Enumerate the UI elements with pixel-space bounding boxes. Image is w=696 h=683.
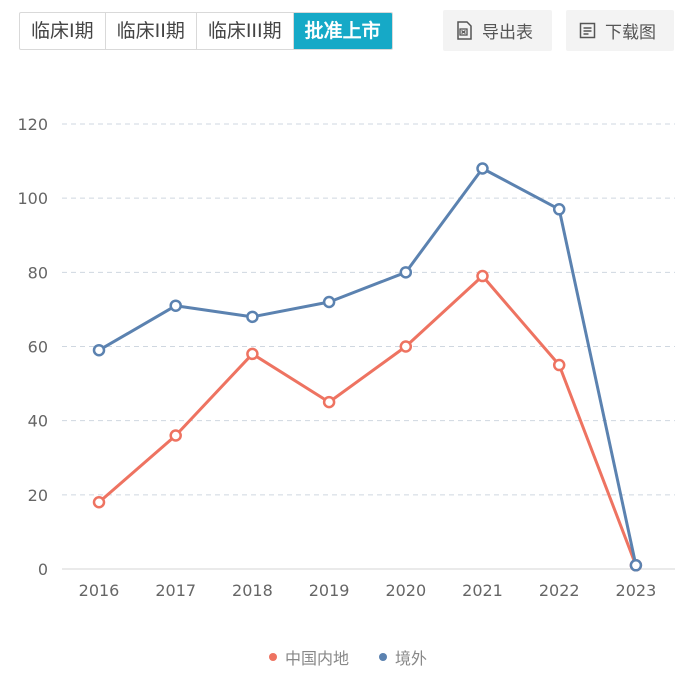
legend-item-overseas[interactable]: 境外 <box>379 645 427 669</box>
data-point-overseas[interactable] <box>92 343 106 357</box>
y-tick-label: 100 <box>17 189 48 208</box>
legend-dot-overseas <box>379 653 387 661</box>
y-tick-label: 20 <box>28 486 48 505</box>
series-lines <box>92 162 643 572</box>
grid-lines <box>62 123 675 496</box>
tab-approved[interactable]: 批准上市 <box>293 13 392 49</box>
data-point-domestic[interactable] <box>552 358 566 372</box>
legend-label-domestic: 中国内地 <box>284 649 349 668</box>
data-point-domestic[interactable] <box>169 429 182 442</box>
series-line-overseas <box>98 167 638 566</box>
data-point-overseas[interactable] <box>629 559 643 572</box>
y-axis: 0 20 40 60 80 100 120 <box>17 115 48 579</box>
legend-item-domestic[interactable]: 中国内地 <box>268 645 349 669</box>
data-point-overseas[interactable] <box>476 162 489 175</box>
phase-tabs: 临床I期 临床II期 临床III期 批准上市 <box>19 12 393 50</box>
download-chart-icon <box>579 22 596 39</box>
line-chart: 0 20 40 60 80 100 120 2016 2017 2018 2019 2020 2021… <box>17 115 675 600</box>
x-tick-label: 2023 <box>616 581 657 600</box>
y-tick-label: 80 <box>28 263 48 282</box>
x-tick-label: 2020 <box>385 581 426 600</box>
x-tick-label: 2017 <box>155 581 196 600</box>
tab-phase-3[interactable]: 临床III期 <box>197 13 294 49</box>
legend-dot-domestic <box>268 653 277 661</box>
x-tick-label: 2016 <box>79 581 120 600</box>
tab-phase-2[interactable]: 临床II期 <box>106 13 197 49</box>
data-point-overseas[interactable] <box>322 295 336 309</box>
data-point-overseas[interactable] <box>552 203 566 216</box>
y-tick-label: 120 <box>17 115 48 134</box>
data-point-domestic[interactable] <box>92 496 106 509</box>
download-chart-button[interactable]: 下载图 <box>566 10 674 51</box>
x-tick-label: 2021 <box>462 581 503 600</box>
export-table-icon <box>456 21 473 40</box>
data-point-domestic[interactable] <box>399 340 413 353</box>
x-tick-label: 2022 <box>539 581 580 600</box>
x-axis: 2016 2017 2018 2019 2020 2021 2022 2023 <box>62 568 675 600</box>
x-tick-label: 2018 <box>232 581 273 600</box>
data-point-domestic[interactable] <box>246 347 259 361</box>
data-point-domestic[interactable] <box>476 269 489 283</box>
x-tick-label: 2019 <box>309 581 350 600</box>
tab-phase-1[interactable]: 临床I期 <box>20 13 106 49</box>
data-point-overseas[interactable] <box>246 310 259 324</box>
data-point-domestic[interactable] <box>322 395 336 409</box>
export-table-button[interactable]: 导出表 <box>443 10 552 51</box>
data-point-overseas[interactable] <box>399 266 413 279</box>
download-chart-label: 下载图 <box>605 23 656 43</box>
y-tick-label: 40 <box>28 412 48 431</box>
legend: 中国内地 境外 <box>0 645 696 669</box>
legend-label-overseas: 境外 <box>395 649 428 668</box>
y-tick-label: 60 <box>28 338 48 357</box>
series-line-domestic <box>98 274 638 566</box>
data-point-overseas[interactable] <box>169 299 182 312</box>
y-tick-label: 0 <box>38 560 48 579</box>
export-table-label: 导出表 <box>482 23 533 43</box>
